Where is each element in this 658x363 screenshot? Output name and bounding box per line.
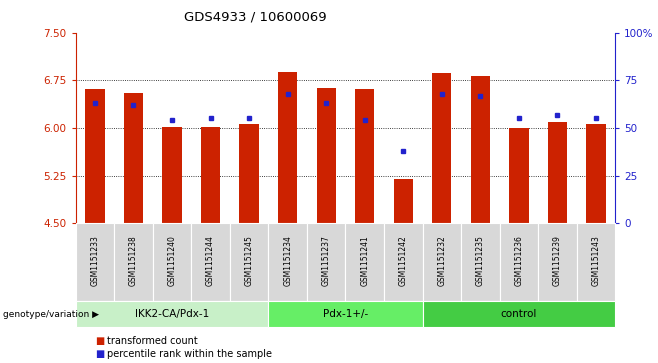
Text: GSM1151240: GSM1151240 [168,235,176,286]
Text: GSM1151245: GSM1151245 [245,235,253,286]
Text: genotype/variation ▶: genotype/variation ▶ [3,310,99,319]
Text: GSM1151234: GSM1151234 [283,235,292,286]
Bar [240,123,259,223]
Bar [355,89,374,223]
Text: GSM1151239: GSM1151239 [553,235,562,286]
Bar [547,122,567,223]
Text: GSM1151233: GSM1151233 [90,235,99,286]
Bar [470,76,490,223]
Text: GSM1151237: GSM1151237 [322,235,331,286]
Text: GSM1151238: GSM1151238 [129,235,138,286]
Bar [316,88,336,223]
Text: GDS4933 / 10600069: GDS4933 / 10600069 [184,11,327,24]
Text: GSM1151242: GSM1151242 [399,235,408,286]
Text: GSM1151243: GSM1151243 [592,235,601,286]
Text: GSM1151236: GSM1151236 [515,235,523,286]
Text: ■: ■ [95,336,105,346]
Text: Pdx-1+/-: Pdx-1+/- [323,309,368,319]
Bar [201,127,220,223]
Bar [86,89,105,223]
Text: control: control [501,309,537,319]
Bar [124,93,143,223]
Text: GSM1151241: GSM1151241 [360,235,369,286]
Bar [393,179,413,223]
Bar [586,124,605,223]
Text: GSM1151244: GSM1151244 [206,235,215,286]
Text: ■: ■ [95,348,105,359]
Text: GSM1151235: GSM1151235 [476,235,485,286]
Bar [509,128,528,223]
Text: GSM1151232: GSM1151232 [438,235,446,286]
Bar [432,73,451,223]
Text: transformed count: transformed count [107,336,197,346]
Bar [278,72,297,223]
Bar [163,127,182,223]
Text: percentile rank within the sample: percentile rank within the sample [107,348,272,359]
Text: IKK2-CA/Pdx-1: IKK2-CA/Pdx-1 [135,309,209,319]
